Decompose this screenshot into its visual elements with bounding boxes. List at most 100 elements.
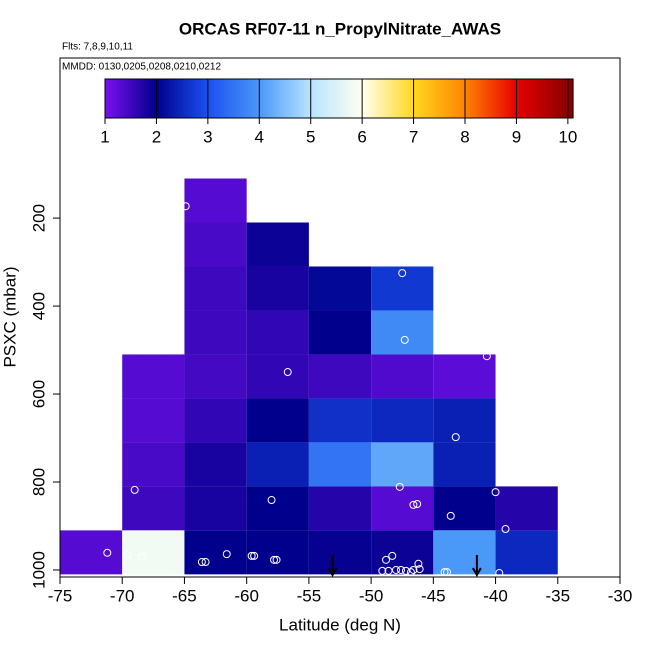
colorbar-tick-label: 10 — [558, 127, 577, 146]
sample-point — [201, 558, 210, 567]
colorbar-segment — [177, 79, 181, 118]
colorbar-segment — [184, 79, 188, 118]
colorbar-segment — [341, 79, 345, 118]
heatmap-cell — [308, 266, 372, 311]
colorbar-segment — [324, 79, 328, 118]
colorbar-segment — [266, 79, 270, 118]
sample-point — [501, 525, 510, 534]
colorbar-segment — [168, 79, 172, 118]
heatmap-cell — [371, 354, 434, 399]
heatmap-cell — [308, 442, 372, 487]
colorbar-segment — [233, 79, 237, 118]
colorbar-segment — [268, 79, 272, 118]
colorbar-segment — [346, 79, 349, 118]
sample-point — [222, 550, 231, 559]
colorbar-segment — [493, 79, 497, 118]
colorbar-segment — [339, 79, 342, 118]
colorbar-segment — [458, 79, 462, 118]
colorbar-segment — [310, 79, 314, 118]
colorbar-segment — [423, 79, 427, 118]
colorbar-tick-label: 2 — [152, 127, 161, 146]
colorbar-segment — [217, 79, 221, 118]
y-axis-label: PSXC (mbar) — [0, 266, 19, 367]
colorbar-segment — [163, 79, 167, 118]
colorbar-segment — [214, 79, 218, 118]
colorbar-segment — [486, 79, 490, 118]
subtitle: Flts: 7,8,9,10,11 — [62, 42, 133, 53]
heatmap-cell — [184, 310, 247, 355]
sample-point — [250, 551, 259, 560]
colorbar-segment — [456, 79, 459, 118]
colorbar-segment — [128, 79, 132, 118]
colorbar-segment — [105, 79, 108, 118]
heatmap-cell — [371, 398, 434, 443]
sample-point — [267, 496, 276, 505]
colorbar-tick-label: 4 — [255, 127, 264, 146]
colorbar-segment — [484, 79, 488, 118]
colorbar-segment — [147, 79, 151, 118]
heatmap-cell — [308, 530, 372, 575]
x-tick-label: -60 — [234, 586, 259, 605]
heatmap-cell — [246, 398, 309, 443]
colorbar-segment — [509, 79, 513, 118]
sample-point — [482, 352, 491, 361]
arrow — [472, 555, 482, 578]
colorbar-segment — [353, 79, 356, 118]
colorbar-segment — [376, 79, 380, 118]
heatmap-cell — [433, 486, 496, 531]
sample-point — [398, 269, 407, 278]
colorbar-tick-label: 6 — [357, 127, 366, 146]
colorbar-segment — [231, 79, 235, 118]
colorbar-segment — [329, 79, 333, 118]
colorbar-tick-label: 1 — [100, 127, 109, 146]
sample-point — [382, 555, 391, 564]
colorbar-segment — [245, 79, 249, 118]
heatmap-cell — [495, 486, 558, 531]
heatmap-cell — [308, 310, 372, 355]
sample-point — [443, 568, 452, 577]
colorbar-segment — [175, 79, 179, 118]
sample-point — [491, 488, 500, 497]
colorbar-segment — [516, 79, 520, 118]
colorbar-segment — [369, 79, 373, 118]
colorbar-segment — [336, 79, 340, 118]
heatmap-cell — [371, 442, 434, 487]
x-tick-label: -65 — [172, 586, 197, 605]
colorbar-segment — [296, 79, 300, 118]
x-tick-label: -35 — [545, 586, 570, 605]
x-tick-label: -45 — [421, 586, 446, 605]
sample-point — [384, 566, 393, 575]
heatmap-cell — [433, 354, 496, 399]
colorbar-segment — [360, 79, 363, 118]
colorbar-segment — [371, 79, 375, 118]
colorbar-segment — [119, 79, 122, 118]
colorbar-segment — [362, 79, 366, 118]
colorbar-segment — [491, 79, 495, 118]
colorbar-segment — [446, 79, 450, 118]
colorbar-segment — [537, 79, 541, 118]
sample-point — [409, 500, 418, 509]
colorbar-segment — [252, 79, 256, 118]
colorbar-tick-label: 7 — [409, 127, 418, 146]
colorbar-segment — [322, 79, 326, 118]
heatmap-cell — [246, 310, 309, 355]
colorbar-segment — [327, 79, 331, 118]
heatmap-cell — [184, 442, 247, 487]
colorbar-segment — [144, 79, 148, 118]
colorbar-segment — [416, 79, 420, 118]
heatmap-cell — [433, 530, 496, 575]
colorbar-segment — [198, 79, 202, 118]
colorbar-segment — [280, 79, 284, 118]
colorbar-segment — [472, 79, 476, 118]
colorbar-segment — [544, 79, 548, 118]
heatmap-cell — [246, 222, 309, 267]
colorbar-segment — [156, 79, 160, 118]
colorbar-segment — [271, 79, 275, 118]
colorbar-segment — [212, 79, 216, 118]
heatmap-cell — [184, 398, 247, 443]
colorbar-segment — [142, 79, 146, 118]
colorbar-segment — [137, 79, 141, 118]
colorbar-segment — [523, 79, 527, 118]
colorbar-segment — [444, 79, 448, 118]
sample-point — [401, 566, 410, 575]
